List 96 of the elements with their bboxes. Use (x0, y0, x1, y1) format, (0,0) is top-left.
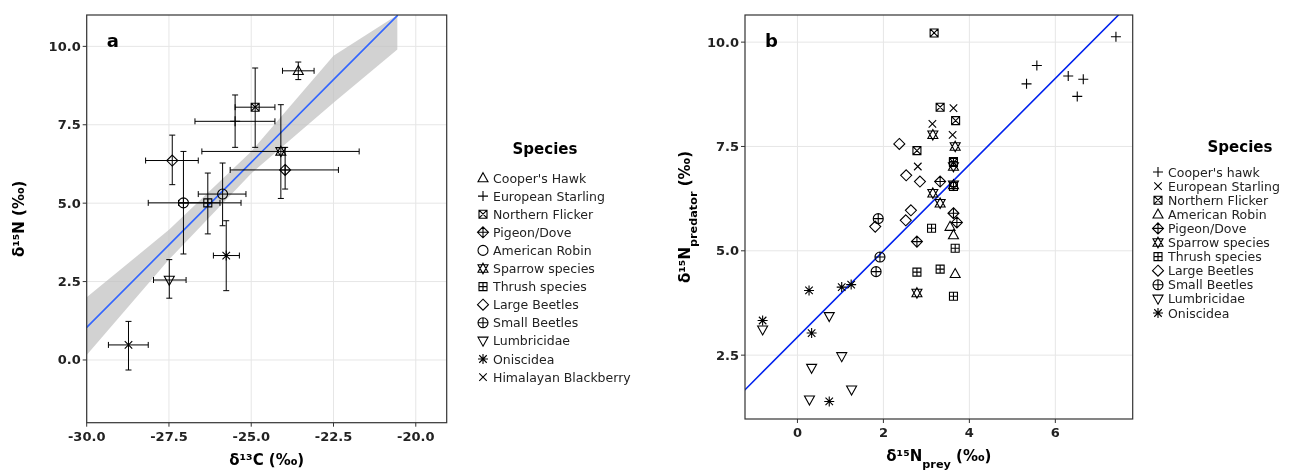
legend-label: Large Beetles (1168, 263, 1254, 279)
point (904, 204, 917, 217)
legend-label: Pigeon/Dove (1168, 220, 1247, 236)
annotation: b (765, 30, 778, 51)
point (220, 249, 232, 262)
y-tick-label: 5.0 (57, 195, 81, 211)
point (948, 291, 959, 301)
point (893, 137, 906, 151)
point (949, 267, 961, 279)
x-tick-label: -27.5 (150, 428, 188, 444)
legend-label: Small Beetles (493, 315, 579, 331)
point (823, 395, 835, 408)
legend-label: American Robin (1168, 206, 1267, 222)
legend-label: Cooper's Hawk (493, 170, 587, 186)
legend-label: Thrush species (492, 279, 587, 295)
legend-label: Small Beetles (1168, 277, 1254, 293)
point (947, 229, 960, 240)
legend-label: Lumbricidae (1168, 291, 1246, 307)
legend-label: Northern Flicker (493, 206, 594, 222)
x-axis-title: δ¹³C (‰) (229, 450, 305, 469)
point (935, 264, 945, 274)
legend-label: Pigeon/Dove (493, 224, 572, 240)
point (934, 197, 946, 210)
point (803, 284, 815, 296)
point (846, 385, 858, 396)
y-tick-label: 2.5 (57, 274, 81, 290)
point (950, 243, 960, 253)
point (947, 207, 960, 220)
legend-label: Himalayan Blackberry (493, 369, 632, 385)
point (203, 198, 213, 208)
point (217, 188, 229, 200)
x-tick-label: -22.5 (314, 428, 353, 444)
point (949, 140, 961, 153)
y-tick-label: 7.5 (715, 138, 739, 154)
point (951, 116, 961, 126)
x-tick-label: 6 (1050, 425, 1060, 440)
point (757, 325, 769, 336)
point (806, 327, 818, 339)
point (912, 267, 922, 277)
point (934, 175, 947, 188)
legend-label: Lumbricidae (493, 333, 571, 349)
legend-label: American Robin (493, 242, 592, 258)
legend-label: Oniscidea (493, 351, 555, 367)
legend-label: Thrush species (1167, 249, 1262, 265)
point (836, 352, 848, 363)
point (757, 314, 769, 327)
point (806, 363, 818, 374)
legend-label: Large Beetles (493, 297, 579, 313)
y-tick-label: 2.5 (715, 347, 739, 363)
point (279, 163, 292, 176)
point (275, 145, 287, 158)
legend-title: Species (512, 140, 578, 158)
point (163, 275, 175, 286)
y-tick-label: 5.0 (715, 243, 739, 259)
point (177, 197, 189, 209)
point (803, 395, 816, 406)
point (913, 175, 926, 188)
y-tick-label: 0.0 (57, 352, 81, 368)
point (869, 220, 882, 233)
point (870, 266, 882, 278)
point (912, 146, 922, 156)
point (872, 213, 884, 225)
point (950, 216, 963, 229)
point (899, 214, 912, 227)
legend-label: Sparrow species (1168, 235, 1270, 250)
x-tick-label: 4 (964, 425, 974, 440)
point (944, 220, 956, 231)
point (823, 312, 835, 323)
point (910, 235, 923, 248)
point (250, 102, 260, 112)
x-tick-label: 2 (878, 425, 888, 440)
x-tick-label: 0 (792, 425, 802, 440)
point (926, 223, 937, 233)
y-axis-title: δ¹⁵N (‰) (10, 180, 28, 258)
x-tick-label: -30.0 (67, 428, 106, 444)
y-tick-label: 10.0 (706, 34, 739, 50)
x-axis-title: δ¹⁵N$_{prey}$ (‰) (886, 447, 992, 471)
y-tick-label: 10.0 (48, 38, 81, 54)
legend-title: Species (1207, 138, 1273, 156)
point (874, 251, 886, 263)
legend-label: Cooper's hawk (1168, 164, 1261, 180)
point (900, 169, 913, 182)
point (292, 65, 304, 76)
point (929, 28, 939, 38)
legend-label: European Starling (493, 188, 605, 204)
point (911, 287, 923, 299)
point (935, 102, 945, 112)
point (927, 187, 939, 200)
x-tick-label: -25.0 (232, 428, 270, 444)
point (927, 128, 939, 141)
legend-label: Sparrow species (493, 261, 595, 276)
annotation: a (106, 30, 119, 51)
point (166, 154, 179, 167)
legend-label: Oniscidea (1168, 305, 1230, 321)
y-tick-label: 7.5 (57, 117, 81, 133)
x-tick-label: -20.0 (397, 428, 435, 444)
